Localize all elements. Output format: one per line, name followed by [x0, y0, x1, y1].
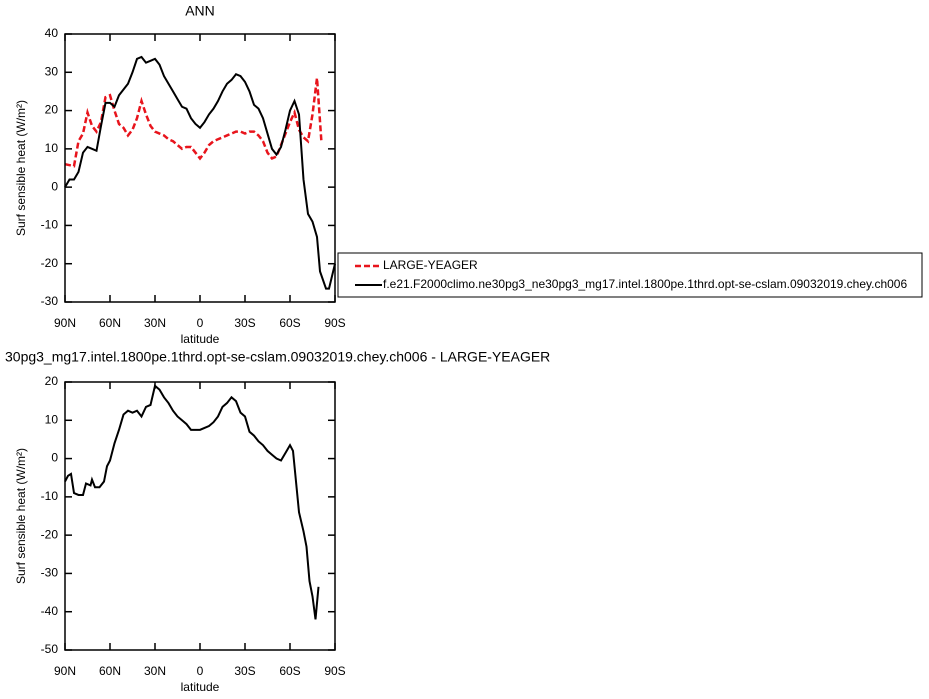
- y-tick-label: -30: [41, 294, 59, 308]
- y-axis-label: Surf sensible heat (W/m²): [14, 100, 28, 236]
- plot-frame: [64, 381, 336, 651]
- y-tick-label: -50: [41, 642, 59, 656]
- data-line: [64, 384, 320, 620]
- x-tick-label: 90N: [54, 316, 76, 330]
- x-tick-label: 30S: [234, 664, 255, 678]
- x-axis-label: latitude: [181, 332, 220, 346]
- x-tick-label: 90S: [324, 664, 345, 678]
- chart-title: 30pg3_mg17.intel.1800pe.1thrd.opt-se-csl…: [5, 349, 550, 365]
- legend-label: LARGE-YEAGER: [383, 258, 478, 272]
- legend-label: f.e21.F2000climo.ne30pg3_ne30pg3_mg17.in…: [383, 277, 907, 291]
- y-tick-label: 0: [51, 179, 58, 193]
- data-line: [64, 55, 336, 290]
- y-tick-label: 0: [51, 451, 58, 465]
- x-tick-label: 30N: [144, 664, 166, 678]
- legend-box: [337, 252, 923, 298]
- x-tick-label: 30N: [144, 316, 166, 330]
- x-tick-label: 90N: [54, 664, 76, 678]
- x-tick-label: 60N: [99, 316, 121, 330]
- x-axis-label: latitude: [181, 680, 220, 694]
- x-tick-label: 30S: [234, 316, 255, 330]
- y-tick-label: -20: [41, 527, 59, 541]
- y-tick-label: -10: [41, 218, 59, 232]
- y-tick-label: -20: [41, 256, 59, 270]
- x-tick-label: 0: [197, 664, 204, 678]
- y-axis-label: Surf sensible heat (W/m²): [14, 448, 28, 584]
- y-tick-label: 10: [45, 141, 59, 155]
- x-tick-label: 60S: [279, 316, 300, 330]
- y-tick-label: -10: [41, 489, 59, 503]
- plot-frame: [64, 33, 336, 303]
- x-tick-label: 0: [197, 316, 204, 330]
- y-tick-label: 10: [45, 412, 59, 426]
- y-tick-label: 20: [45, 374, 59, 388]
- x-tick-label: 60S: [279, 664, 300, 678]
- y-tick-label: 30: [45, 64, 59, 78]
- x-tick-label: 60N: [99, 664, 121, 678]
- y-tick-label: 20: [45, 103, 59, 117]
- y-tick-label: -30: [41, 566, 59, 580]
- y-tick-label: -40: [41, 604, 59, 618]
- chart-title: ANN: [185, 3, 215, 19]
- y-tick-label: 40: [45, 26, 59, 40]
- x-tick-label: 90S: [324, 316, 345, 330]
